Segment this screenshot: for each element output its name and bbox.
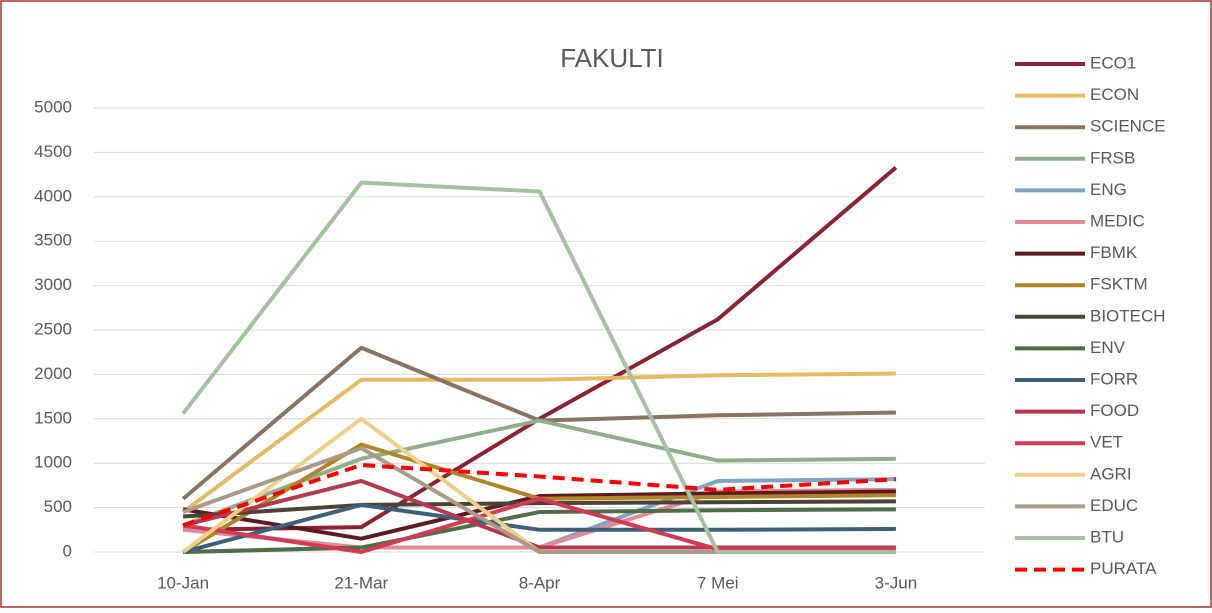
legend-label: BIOTECH <box>1090 306 1166 325</box>
legend-label: ECON <box>1090 85 1139 104</box>
y-tick-label: 3000 <box>34 275 72 294</box>
series-line <box>182 496 896 554</box>
y-tick-label: 2500 <box>34 319 72 338</box>
legend-label: MEDIC <box>1090 211 1145 230</box>
x-tick-label: 21-Mar <box>334 573 388 592</box>
series-line <box>182 499 896 519</box>
legend-label: FOOD <box>1090 401 1139 420</box>
legend-label: FORR <box>1090 369 1138 388</box>
legend-label: FBMK <box>1090 243 1138 262</box>
series-line <box>182 462 897 528</box>
y-tick-label: 2000 <box>34 364 72 383</box>
x-tick-label: 3-Jun <box>875 573 918 592</box>
legend-label: ECO1 <box>1090 53 1136 72</box>
y-tick-label: 3500 <box>34 231 72 250</box>
x-tick-label: 7 Mei <box>697 573 739 592</box>
series-line <box>182 502 896 554</box>
y-tick-label: 4000 <box>34 186 72 205</box>
series-line <box>183 507 896 554</box>
legend-label: ENV <box>1090 338 1126 357</box>
legend-label: BTU <box>1090 527 1124 546</box>
legend-label: AGRI <box>1090 464 1132 483</box>
series-line <box>182 489 896 541</box>
legend-label: PURATA <box>1090 559 1157 578</box>
y-tick-label: 1000 <box>34 453 72 472</box>
series-line <box>181 180 896 554</box>
legend-label: VET <box>1090 433 1123 452</box>
legend-label: FRSB <box>1090 148 1135 167</box>
y-tick-label: 5000 <box>34 97 72 116</box>
legend-label: ENG <box>1090 180 1127 199</box>
legend-label: EDUC <box>1090 496 1138 515</box>
y-tick-label: 0 <box>63 541 72 560</box>
legend-label: FSKTM <box>1090 275 1148 294</box>
y-tick-label: 1500 <box>34 408 72 427</box>
x-tick-label: 8-Apr <box>519 573 561 592</box>
y-tick-label: 500 <box>44 497 72 516</box>
y-tick-label: 4500 <box>34 142 72 161</box>
x-tick-label: 10-Jan <box>157 573 209 592</box>
chart-title: FAKULTI <box>560 43 664 73</box>
series-line <box>181 371 896 514</box>
legend-label: SCIENCE <box>1090 117 1166 136</box>
